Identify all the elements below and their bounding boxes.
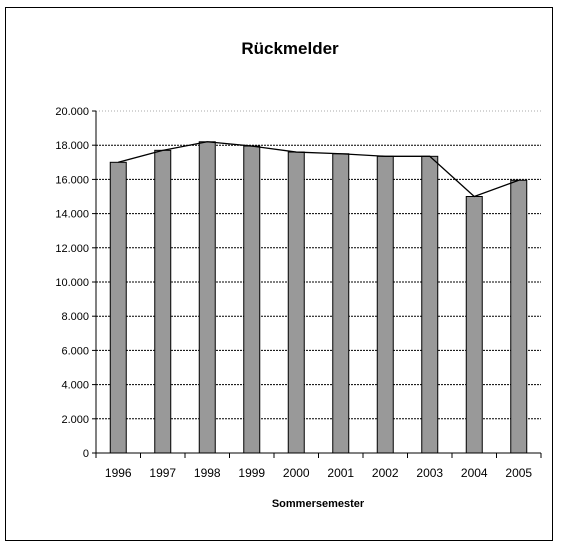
x-tick-label: 2003 [416, 466, 443, 480]
y-tick-label: 0 [83, 448, 89, 460]
y-tick-label: 10.000 [55, 277, 89, 289]
x-tick-label: 2005 [505, 466, 532, 480]
line-series [118, 141, 519, 198]
y-tick-label: 16.000 [55, 174, 89, 186]
x-tick-label: 1997 [149, 466, 176, 480]
bar-1997 [154, 149, 172, 454]
bar-2001 [332, 153, 350, 454]
x-tick-label: 1996 [105, 466, 132, 480]
x-tick-label: 2002 [372, 466, 399, 480]
bar-2005 [510, 179, 528, 454]
bars [109, 141, 528, 454]
y-tick-label: 12.000 [55, 243, 89, 255]
x-axis-title: Sommersemester [272, 498, 365, 510]
chart-title: Rückmelder [241, 39, 339, 58]
x-tick-label: 2000 [283, 466, 310, 480]
x-tick-label: 1999 [238, 466, 265, 480]
y-tick-label: 8.000 [61, 311, 89, 323]
bar-1999 [243, 145, 261, 454]
axes [92, 110, 542, 458]
bar-1998 [198, 141, 216, 454]
bar-2003 [421, 155, 439, 454]
bar-2002 [376, 155, 394, 454]
y-tick-label: 6.000 [61, 345, 89, 357]
y-tick-label: 2.000 [61, 414, 89, 426]
bar-1996 [109, 161, 127, 454]
x-tick-label: 2004 [461, 466, 488, 480]
y-tick-label: 4.000 [61, 380, 89, 392]
bar-2004 [465, 196, 483, 454]
x-tick-label: 1998 [194, 466, 221, 480]
trend-line [118, 141, 519, 198]
y-tick-labels: 0 2.000 4.000 6.000 8.000 10.000 12.000 14.000 1… [55, 106, 89, 460]
bar-2000 [287, 151, 305, 454]
x-tick-labels: 1996 1997 1998 1999 2000 2001 2002 2003 2004 2005 [105, 466, 533, 480]
y-tick-label: 18.000 [55, 140, 89, 152]
x-tick-label: 2001 [327, 466, 354, 480]
y-tick-label: 14.000 [55, 209, 89, 221]
y-tick-label: 20.000 [55, 106, 89, 118]
